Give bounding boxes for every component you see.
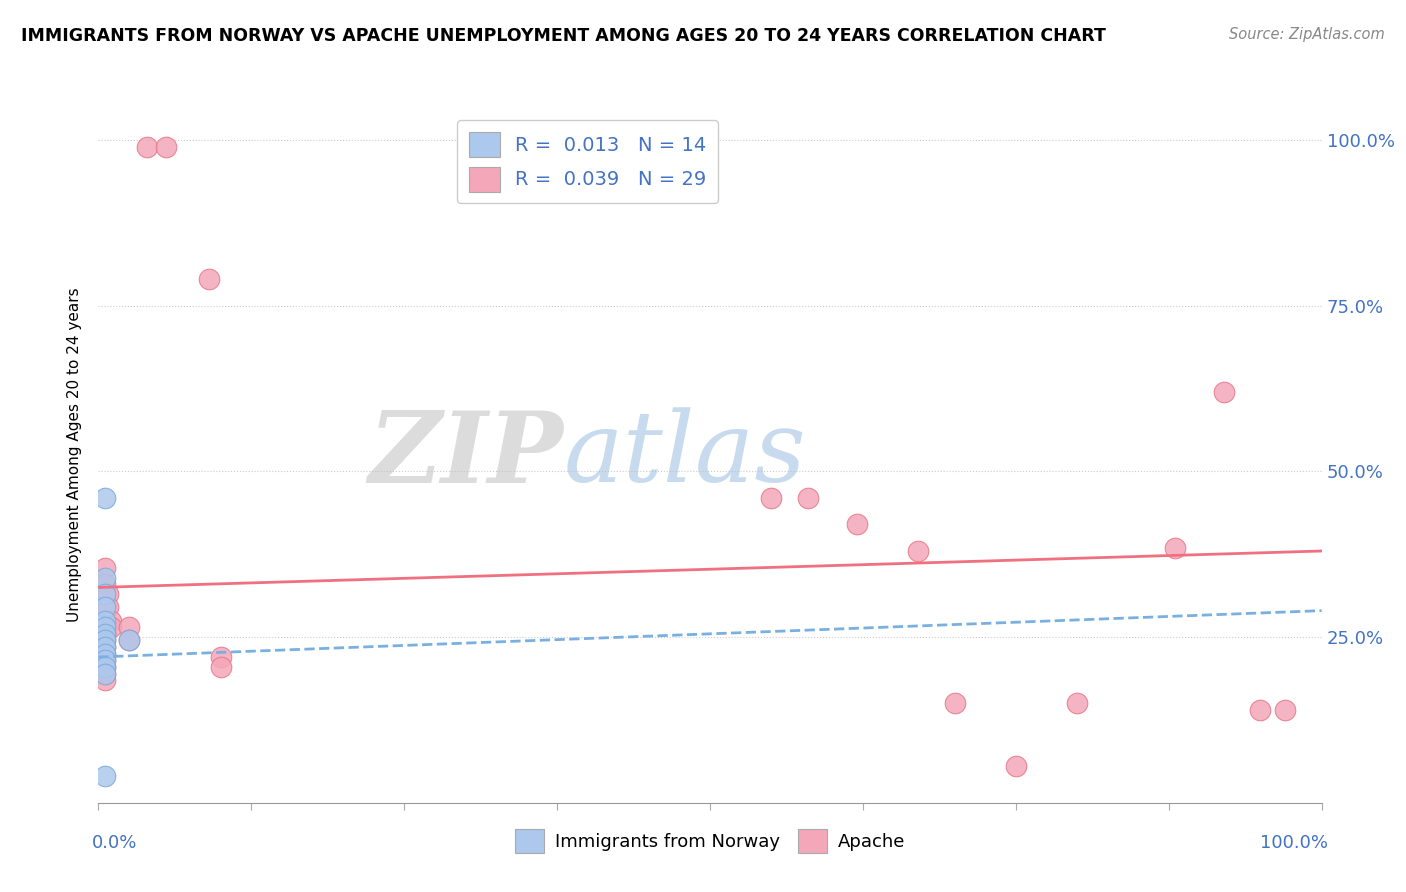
Point bbox=[93, 620, 115, 634]
Point bbox=[93, 666, 115, 681]
Point bbox=[93, 666, 115, 681]
Point bbox=[118, 633, 141, 648]
Text: Source: ZipAtlas.com: Source: ZipAtlas.com bbox=[1229, 27, 1385, 42]
Point bbox=[155, 140, 177, 154]
Point bbox=[93, 627, 115, 641]
Text: ZIP: ZIP bbox=[368, 407, 564, 503]
Point bbox=[93, 491, 115, 505]
Point bbox=[93, 647, 115, 661]
Legend: Immigrants from Norway, Apache: Immigrants from Norway, Apache bbox=[508, 822, 912, 860]
Point bbox=[1164, 541, 1187, 555]
Point bbox=[93, 577, 115, 591]
Point bbox=[93, 673, 115, 688]
Text: 100.0%: 100.0% bbox=[1260, 834, 1327, 852]
Point bbox=[93, 769, 115, 783]
Text: 0.0%: 0.0% bbox=[93, 834, 138, 852]
Point bbox=[1066, 697, 1088, 711]
Point bbox=[93, 660, 115, 674]
Text: atlas: atlas bbox=[564, 408, 806, 502]
Y-axis label: Unemployment Among Ages 20 to 24 years: Unemployment Among Ages 20 to 24 years bbox=[67, 287, 83, 623]
Point bbox=[93, 587, 115, 601]
Point bbox=[943, 697, 966, 711]
Point bbox=[93, 633, 115, 648]
Point bbox=[93, 560, 115, 574]
Point bbox=[97, 600, 120, 615]
Point bbox=[93, 653, 115, 667]
Point bbox=[761, 491, 783, 505]
Point bbox=[1212, 384, 1234, 399]
Point bbox=[93, 653, 115, 667]
Point bbox=[93, 660, 115, 674]
Point bbox=[93, 627, 115, 641]
Text: IMMIGRANTS FROM NORWAY VS APACHE UNEMPLOYMENT AMONG AGES 20 TO 24 YEARS CORRELAT: IMMIGRANTS FROM NORWAY VS APACHE UNEMPLO… bbox=[21, 27, 1107, 45]
Point bbox=[197, 272, 219, 286]
Point bbox=[1274, 703, 1296, 717]
Point bbox=[136, 140, 159, 154]
Point bbox=[100, 620, 122, 634]
Point bbox=[93, 640, 115, 654]
Point bbox=[209, 650, 232, 665]
Point bbox=[797, 491, 820, 505]
Point bbox=[118, 633, 141, 648]
Point bbox=[1249, 703, 1271, 717]
Point bbox=[93, 647, 115, 661]
Point bbox=[845, 517, 868, 532]
Point bbox=[1004, 759, 1026, 773]
Point bbox=[93, 570, 115, 584]
Point bbox=[907, 544, 929, 558]
Point bbox=[93, 633, 115, 648]
Point bbox=[118, 620, 141, 634]
Point bbox=[100, 614, 122, 628]
Point bbox=[93, 600, 115, 615]
Point bbox=[209, 660, 232, 674]
Point bbox=[97, 587, 120, 601]
Point bbox=[93, 614, 115, 628]
Point bbox=[93, 640, 115, 654]
